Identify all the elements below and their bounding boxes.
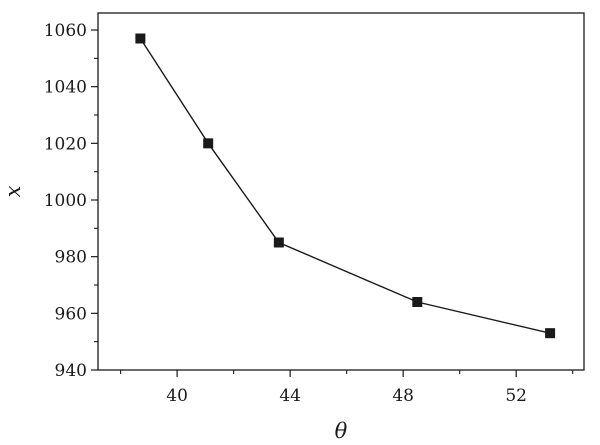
y-tick-label: 1000 <box>44 191 87 211</box>
data-point <box>135 33 146 44</box>
series-layer <box>135 33 556 339</box>
y-tick-label: 1060 <box>44 21 87 41</box>
y-tick-label: 1040 <box>44 78 87 98</box>
data-point <box>273 237 284 248</box>
x-tick-label: 44 <box>279 386 301 406</box>
series-line <box>139 38 551 334</box>
data-point <box>203 138 214 149</box>
x-tick-label: 48 <box>392 386 414 406</box>
x-tick-label: 52 <box>505 386 527 406</box>
y-tick-label: 1020 <box>44 134 87 154</box>
y-tick-label: 960 <box>55 304 87 324</box>
x-tick-label: 40 <box>166 386 188 406</box>
data-point <box>545 328 556 339</box>
data-point <box>412 297 423 307</box>
axes: 940 960 980 1000 1020 1040 1060 40 44 48 52 <box>44 12 585 406</box>
plot-frame <box>97 12 585 371</box>
y-tick-label: 940 <box>55 361 87 381</box>
y-axis-title: x <box>1 185 25 197</box>
y-tick-label: 980 <box>55 248 87 268</box>
x-axis-title: θ <box>335 419 348 443</box>
